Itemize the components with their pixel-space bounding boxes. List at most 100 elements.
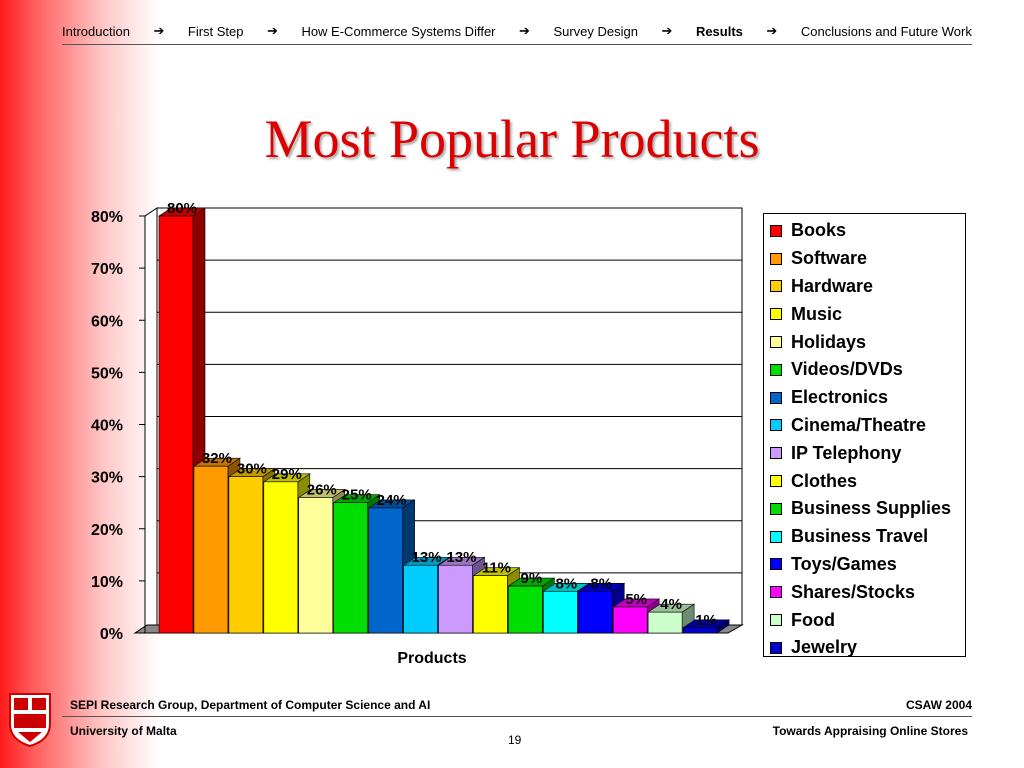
arrow-right-icon: ➔ [661,23,673,38]
university-crest-icon [9,693,51,748]
y-tick-label: 10% [91,574,123,591]
data-label-shares-stocks: 5% [625,591,647,608]
legend-label: Shares/Stocks [791,581,916,602]
legend-item: Music [764,300,965,328]
data-label-holidays: 26% [307,481,337,498]
footer-university: University of Malta [70,724,177,738]
legend-label: Toys/Games [791,553,897,574]
legend-label: Software [791,248,868,269]
data-label-software: 32% [202,450,232,467]
bar-holidays [298,497,334,634]
legend-item: Shares/Stocks [764,578,965,606]
legend-swatch [770,614,782,627]
legend-label: Business Travel [791,526,929,547]
chart-side-wall [144,207,158,634]
footer-group: SEPI Research Group, Department of Compu… [70,698,431,712]
y-tick-label: 60% [91,313,123,330]
data-label-clothes: 11% [482,560,511,577]
legend-label: Music [791,303,843,324]
bar-business-travel [543,590,578,634]
bar-jewelry [682,627,718,634]
data-label-business-supplies: 9% [521,570,543,587]
legend-swatch [770,280,782,293]
legend-label: Business Supplies [791,498,952,519]
legend-item: Jewelry [764,634,965,662]
legend-swatch [770,391,782,404]
bar-electronics [368,507,403,634]
data-label-ip-telephony: 13% [446,549,476,566]
x-axis-label: Products [397,650,466,667]
nav-item-ecommerce-differ[interactable]: How E-Commerce Systems Differ [301,23,496,39]
legend-item: Business Travel [764,523,965,551]
data-label-cinema-theatre: 13% [412,549,442,566]
legend-label: IP Telephony [791,442,902,463]
bar-books [158,215,194,634]
legend-item: IP Telephony [764,439,965,467]
footer-conference: CSAW 2004 [905,698,972,712]
y-tick-label: 20% [91,522,123,539]
nav-item-conclusions[interactable]: Conclusions and Future Work [800,23,972,39]
y-tick-label: 0% [100,626,123,643]
bar-shares-stocks [612,606,648,634]
legend-swatch [770,336,782,349]
legend-item: Business Supplies [764,495,965,523]
bar-ip-telephony [438,564,473,634]
y-tick-label: 50% [91,365,123,382]
data-label-toys-games: 8% [590,575,612,592]
nav-item-first-step[interactable]: First Step [187,23,244,39]
legend-swatch [770,530,782,543]
data-label-jewelry: 1% [695,612,717,629]
legend-item: Food [764,606,965,634]
footer-paper-title: Towards Appraising Online Stores [772,724,968,738]
legend-item: Electronics [764,384,965,412]
legend-swatch [770,308,782,321]
bar-software [193,465,229,634]
legend-swatch [770,641,782,654]
arrow-right-icon: ➔ [766,23,778,38]
y-tick-label: 40% [91,418,123,435]
chart-legend: Books Software Hardware Music Holidays Videos… [763,213,966,657]
footer-divider [62,716,972,717]
legend-item: Books [764,217,965,245]
nav-item-survey-design[interactable]: Survey Design [553,23,638,39]
data-label-videos-dvds: 25% [342,487,372,504]
legend-label: Books [791,220,847,241]
legend-swatch [770,252,782,265]
legend-swatch [770,558,782,571]
nav-item-results[interactable]: Results [695,23,743,39]
red-gradient-band [0,0,160,768]
bar-music [263,481,299,634]
legend-item: Clothes [764,467,965,495]
arrow-right-icon: ➔ [519,23,530,38]
legend-label: Hardware [791,275,874,296]
navigation-bar: Introduction ➔ First Step ➔ How E-Commer… [62,18,972,45]
page-number: 19 [508,733,522,747]
y-tick-label: 30% [91,470,123,487]
bar-hardware [228,476,264,634]
bar-cinema-theatre [403,564,438,634]
legend-item: Hardware [764,273,965,301]
data-label-food: 4% [660,596,682,613]
legend-swatch [770,586,782,599]
legend-swatch [770,502,782,515]
legend-swatch [770,447,782,460]
legend-item: Cinema/Theatre [764,412,965,440]
legend-item: Holidays [764,328,965,356]
bar-business-supplies [508,585,543,634]
legend-swatch [770,475,782,488]
legend-swatch [770,363,782,376]
legend-label: Jewelry [791,637,858,658]
legend-label: Holidays [791,331,867,352]
y-tick-label: 80% [91,209,123,226]
data-label-hardware: 30% [237,461,267,478]
legend-item: Toys/Games [764,551,965,579]
data-label-electronics: 24% [377,492,407,509]
legend-swatch [770,419,782,432]
legend-label: Videos/DVDs [791,359,903,380]
nav-item-introduction[interactable]: Introduction [62,23,130,39]
legend-item: Software [764,245,965,273]
data-label-business-travel: 8% [555,575,577,592]
arrow-right-icon: ➔ [153,23,165,38]
legend-label: Cinema/Theatre [791,414,927,435]
